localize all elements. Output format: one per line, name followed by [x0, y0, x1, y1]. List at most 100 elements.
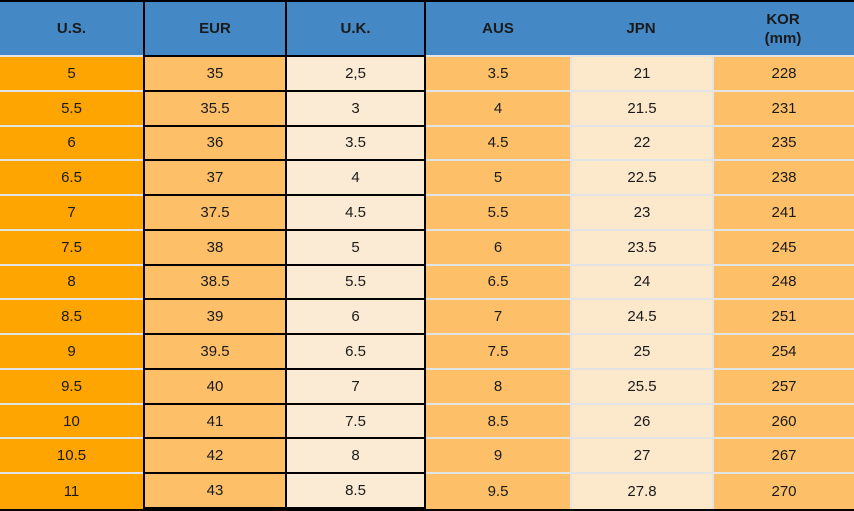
table-cell: 6	[426, 230, 570, 266]
table-cell: 8	[285, 439, 426, 475]
column-header-jpn: JPN	[570, 2, 712, 57]
table-cell: 6.5	[0, 161, 143, 197]
column-header-label: JPN	[626, 20, 656, 37]
table-cell: 9.5	[426, 474, 570, 509]
table-cell: 35.5	[143, 91, 285, 127]
table-cell: 25	[570, 335, 712, 370]
column-header-aus: AUS	[426, 2, 570, 57]
table-cell: 22.5	[570, 161, 712, 197]
table-cell: 36	[143, 126, 285, 162]
table-cell: 238	[712, 161, 854, 197]
table-cell: 39	[143, 300, 285, 336]
table-cell: 4	[285, 161, 426, 197]
table-cell: 245	[712, 230, 854, 266]
table-cell: 5.5	[0, 91, 143, 127]
table-cell: 5	[0, 57, 143, 92]
table-cell: 42	[143, 439, 285, 475]
column-header-eur: EUR	[143, 2, 285, 57]
table-body: 5 35 2,5 3.5 21 228 5.5 35.5 3 4 21.5 231 6 36 3.5 4.5 2…	[0, 57, 854, 509]
table-cell: 7.5	[0, 230, 143, 266]
table-cell: 37	[143, 161, 285, 197]
table-cell: 38.5	[143, 265, 285, 301]
table-row: 11 43 8.5 9.5 27.8 270	[0, 474, 854, 509]
table-cell: 23.5	[570, 230, 712, 266]
column-header-kor: KOR (mm)	[712, 2, 854, 57]
table-cell: 7	[426, 300, 570, 336]
table-cell: 3.5	[426, 57, 570, 92]
table-cell: 8.5	[285, 474, 426, 509]
table-cell: 241	[712, 196, 854, 231]
table-row: 7 37.5 4.5 5.5 23 241	[0, 196, 854, 231]
column-header-label: KOR	[766, 10, 800, 28]
table-cell: 7	[285, 369, 426, 405]
table-cell: 6	[0, 126, 143, 162]
table-cell: 7.5	[285, 404, 426, 440]
table-cell: 260	[712, 404, 854, 440]
column-header-label: U.S.	[56, 20, 87, 37]
table-row: 10.5 42 8 9 27 267	[0, 439, 854, 475]
table-cell: 7	[0, 196, 143, 231]
column-header-label: AUS	[482, 20, 514, 37]
table-cell: 5.5	[426, 196, 570, 231]
table-header-row: U.S. EUR U.K. AUS JPN KOR (mm)	[0, 2, 854, 57]
table-cell: 5	[426, 161, 570, 197]
table-cell: 231	[712, 91, 854, 127]
table-cell: 9	[0, 335, 143, 370]
table-row: 5.5 35.5 3 4 21.5 231	[0, 91, 854, 127]
table-cell: 6.5	[426, 265, 570, 301]
table-cell: 23	[570, 196, 712, 231]
table-cell: 3.5	[285, 126, 426, 162]
table-cell: 8	[0, 265, 143, 301]
table-cell: 38	[143, 230, 285, 266]
column-header-label: U.K.	[340, 20, 371, 37]
table-cell: 25.5	[570, 369, 712, 405]
table-cell: 9	[426, 439, 570, 475]
table-cell: 8.5	[0, 300, 143, 336]
table-row: 7.5 38 5 6 23.5 245	[0, 230, 854, 266]
table-cell: 248	[712, 265, 854, 301]
table-row: 10 41 7.5 8.5 26 260	[0, 404, 854, 440]
table-cell: 3	[285, 91, 426, 127]
table-cell: 24.5	[570, 300, 712, 336]
table-cell: 267	[712, 439, 854, 475]
table-cell: 11	[0, 474, 143, 509]
table-cell: 2,5	[285, 57, 426, 92]
table-cell: 27.8	[570, 474, 712, 509]
table-cell: 6	[285, 300, 426, 336]
table-cell: 40	[143, 369, 285, 405]
table-cell: 235	[712, 126, 854, 162]
table-cell: 26	[570, 404, 712, 440]
table-cell: 257	[712, 369, 854, 405]
table-cell: 43	[143, 474, 285, 509]
table-cell: 8.5	[426, 404, 570, 440]
table-cell: 8	[426, 369, 570, 405]
table-cell: 4.5	[285, 196, 426, 231]
column-header-us: U.S.	[0, 2, 143, 57]
table-row: 9 39.5 6.5 7.5 25 254	[0, 335, 854, 370]
column-header-label: EUR	[199, 20, 231, 37]
table-cell: 37.5	[143, 196, 285, 231]
table-cell: 4	[426, 91, 570, 127]
table-cell: 9.5	[0, 369, 143, 405]
table-cell: 10.5	[0, 439, 143, 475]
table-cell: 254	[712, 335, 854, 370]
table-cell: 228	[712, 57, 854, 92]
table-cell: 7.5	[426, 335, 570, 370]
table-cell: 22	[570, 126, 712, 162]
table-cell: 21.5	[570, 91, 712, 127]
table-cell: 270	[712, 474, 854, 509]
table-cell: 41	[143, 404, 285, 440]
table-cell: 35	[143, 57, 285, 92]
table-cell: 4.5	[426, 126, 570, 162]
table-row: 8 38.5 5.5 6.5 24 248	[0, 265, 854, 301]
table-row: 5 35 2,5 3.5 21 228	[0, 57, 854, 92]
column-header-uk: U.K.	[285, 2, 426, 57]
table-cell: 24	[570, 265, 712, 301]
table-cell: 10	[0, 404, 143, 440]
table-cell: 27	[570, 439, 712, 475]
table-row: 6.5 37 4 5 22.5 238	[0, 161, 854, 197]
table-cell: 39.5	[143, 335, 285, 370]
table-row: 8.5 39 6 7 24.5 251	[0, 300, 854, 336]
table-cell: 251	[712, 300, 854, 336]
table-row: 9.5 40 7 8 25.5 257	[0, 369, 854, 405]
